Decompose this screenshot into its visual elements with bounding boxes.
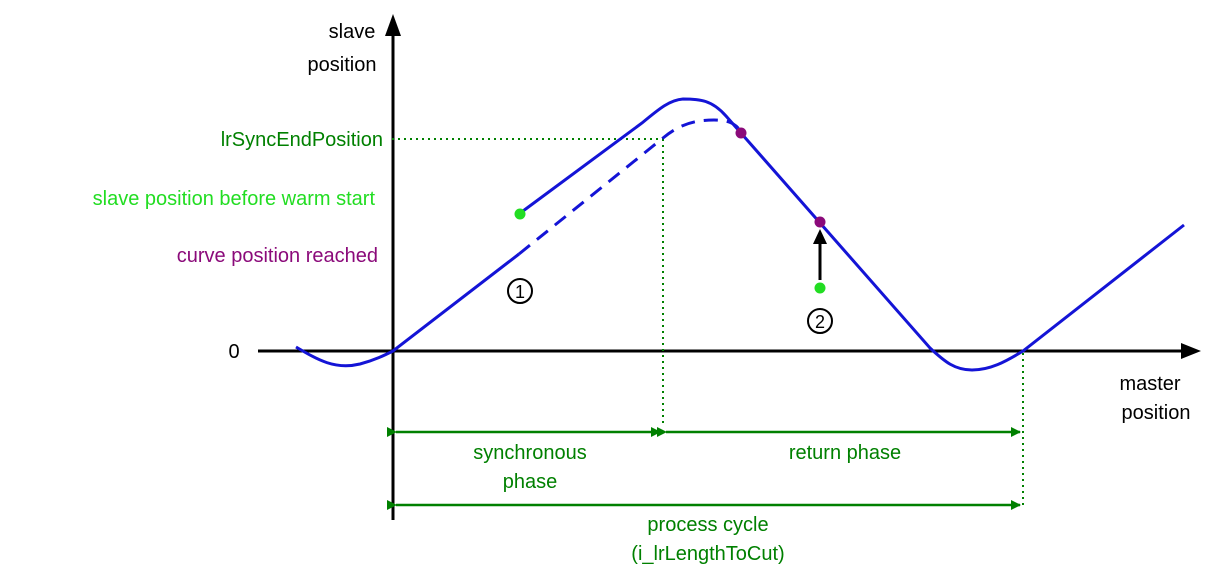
y-axis-label-line1: slave xyxy=(329,21,376,43)
reference-lines xyxy=(392,138,1024,505)
marker-1-circle xyxy=(507,278,533,304)
slave-start-point-1 xyxy=(514,208,526,220)
synchronous-phase-label-line1: synchronous xyxy=(473,442,586,464)
warm-start-arrowhead xyxy=(813,229,827,244)
phase-dimensions xyxy=(387,427,1021,510)
process-cycle-label-line2: (i_lrLengthToCut) xyxy=(631,543,784,565)
y-axis-label-line2: position xyxy=(308,54,377,76)
x-axis-label-line2: position xyxy=(1122,402,1191,424)
zero-label: 0 xyxy=(228,341,239,363)
curve-reached-point-2 xyxy=(814,216,826,228)
curve-reached-point-1 xyxy=(735,127,747,139)
marker-2: 2 xyxy=(807,308,833,334)
axes xyxy=(258,14,1201,520)
slave-before-warm-start-label: slave position before warm start xyxy=(93,188,376,210)
cam-curve-dashed-segment xyxy=(518,118,744,256)
marker-2-circle xyxy=(807,308,833,334)
return-phase-label: return phase xyxy=(789,442,901,464)
slave-start-point-2 xyxy=(814,282,826,294)
y-axis-arrowhead xyxy=(385,14,401,36)
marker-1-label: 1 xyxy=(515,282,525,302)
process-cycle-label-line1: process cycle xyxy=(647,514,768,536)
marker-2-label: 2 xyxy=(815,312,825,332)
sync-end-position-label: lrSyncEndPosition xyxy=(221,129,383,151)
marker-1: 1 xyxy=(507,278,533,304)
cam-curve xyxy=(295,97,1185,372)
x-axis-label-line1: master xyxy=(1119,373,1180,395)
curve-position-reached-label: curve position reached xyxy=(177,245,378,267)
synchronous-phase-label-line2: phase xyxy=(503,471,558,493)
x-axis-arrowhead xyxy=(1181,343,1201,359)
